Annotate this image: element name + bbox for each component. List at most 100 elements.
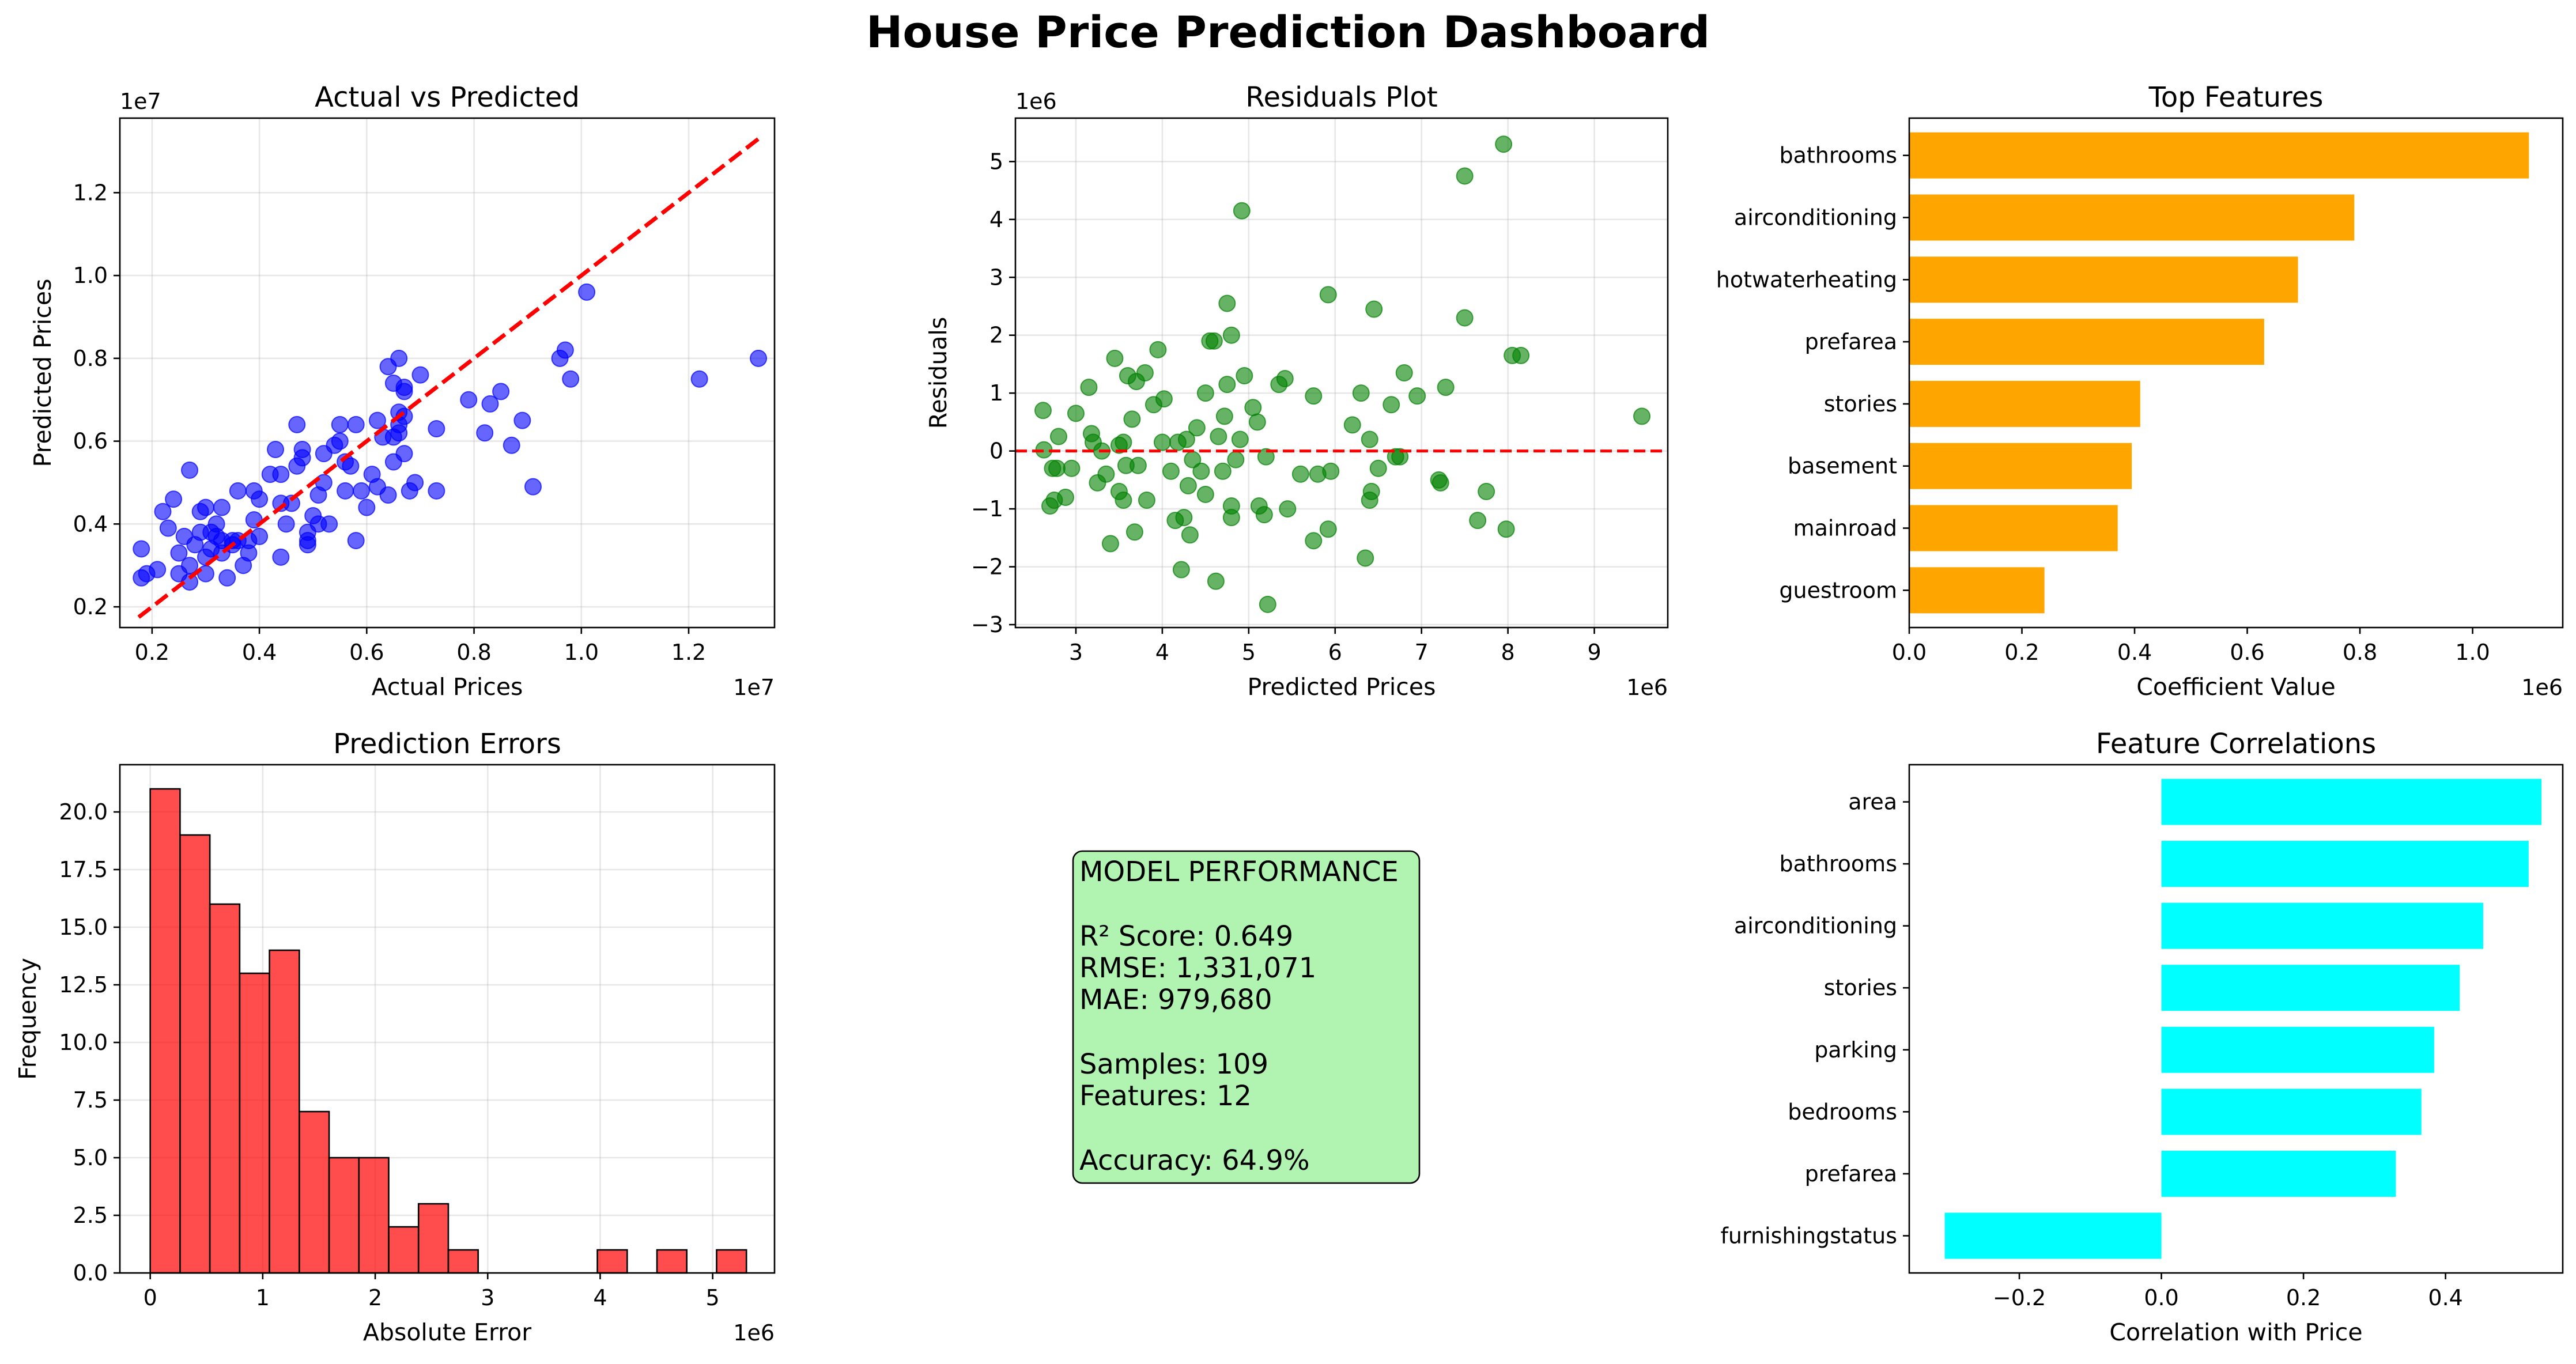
avp-data-point xyxy=(428,482,445,500)
avp-data-point xyxy=(299,532,316,550)
prediction-errors-title: Prediction Errors xyxy=(333,728,561,760)
err-y-tick-label: 10.0 xyxy=(59,1030,108,1055)
top-bar-mainroad xyxy=(1909,505,2118,551)
avp-y-tick-label: 0.2 xyxy=(73,594,108,619)
res-data-point xyxy=(1395,364,1413,381)
res-y-tick-label: 5 xyxy=(989,149,1003,174)
cor-bar-prefarea xyxy=(2161,1150,2396,1197)
prediction-errors-chart: Prediction Errors Absolute Error Frequen… xyxy=(14,728,776,1346)
res-data-point xyxy=(1115,492,1132,509)
res-x-tick-label: 4 xyxy=(1155,640,1169,665)
avp-data-point xyxy=(170,544,188,562)
avp-data-point xyxy=(492,383,510,400)
err-y-tick-label: 12.5 xyxy=(59,972,108,998)
actual-vs-predicted-chart: Actual vs Predicted Actual Prices Predic… xyxy=(29,81,776,701)
res-data-point xyxy=(1305,387,1323,405)
err-y-tick-label: 20.0 xyxy=(59,799,108,825)
res-data-point xyxy=(1097,465,1115,483)
res-data-point xyxy=(1431,474,1449,492)
top-features-title: Top Features xyxy=(2148,81,2324,114)
res-data-point xyxy=(1383,396,1400,414)
res-data-point xyxy=(1361,430,1378,448)
res-x-tick-label: 6 xyxy=(1328,640,1342,665)
res-data-point xyxy=(1218,294,1236,312)
top-category-label: airconditioning xyxy=(1734,205,1897,230)
res-data-point xyxy=(1125,523,1143,541)
top-features-x-multiplier: 1e6 xyxy=(2521,675,2563,700)
top-bar-hotwaterheating xyxy=(1909,256,2298,303)
actual-vs-predicted-xlabel: Actual Prices xyxy=(372,673,523,701)
avp-data-point xyxy=(395,379,413,396)
res-data-point xyxy=(1188,419,1206,437)
top-features-chart: Top Features Coefficient Value 1e6 0.0 0.… xyxy=(1716,81,2564,701)
res-data-point xyxy=(1136,364,1154,381)
err-histogram-bar xyxy=(358,1157,390,1274)
top-category-label: guestroom xyxy=(1779,577,1897,603)
avp-data-point xyxy=(277,515,295,533)
top-category-label: prefarea xyxy=(1805,329,1897,354)
cor-bar-area xyxy=(2161,779,2542,825)
res-data-point xyxy=(1512,346,1530,364)
res-data-point xyxy=(1248,413,1266,431)
avp-data-point xyxy=(347,532,365,550)
res-data-point xyxy=(1067,405,1085,422)
err-y-tick-label: 2.5 xyxy=(73,1203,108,1228)
res-data-point xyxy=(1080,379,1098,396)
top-x-tick-label: 0.2 xyxy=(2004,640,2039,665)
top-x-tick-label: 0.4 xyxy=(2117,640,2152,665)
cor-bar-bedrooms xyxy=(2161,1089,2422,1135)
cor-bar-parking xyxy=(2161,1026,2434,1073)
res-data-point xyxy=(1291,465,1309,483)
res-data-point xyxy=(1179,477,1197,494)
avp-data-point xyxy=(320,515,338,533)
res-data-point xyxy=(1138,492,1155,509)
top-x-tick-label: 0.0 xyxy=(1892,640,1927,665)
res-data-point xyxy=(1456,167,1474,185)
err-y-tick-label: 7.5 xyxy=(73,1087,108,1113)
avp-data-point xyxy=(337,482,354,500)
top-bar-airconditioning xyxy=(1909,194,2355,241)
top-frame xyxy=(1908,117,2564,629)
err-frame xyxy=(119,764,776,1274)
res-data-point xyxy=(1153,433,1171,451)
res-y-tick-label: 3 xyxy=(989,265,1003,290)
avp-data-point xyxy=(331,432,349,450)
metrics-mae: MAE: 979,680 xyxy=(1079,984,1272,1016)
avp-data-point xyxy=(197,498,214,516)
res-data-point xyxy=(1177,430,1195,448)
top-category-label: basement xyxy=(1788,454,1897,479)
res-data-point xyxy=(1255,506,1273,524)
avp-data-point xyxy=(347,415,365,433)
avp-data-point xyxy=(353,482,371,500)
avp-data-point xyxy=(149,561,167,579)
res-data-point xyxy=(1222,509,1240,527)
top-category-label: bathrooms xyxy=(1780,143,1898,168)
res-y-tick-label: 4 xyxy=(989,207,1003,232)
cor-category-label: stories xyxy=(1824,975,1897,1000)
res-data-point xyxy=(1196,384,1214,402)
top-bar-stories xyxy=(1909,380,2140,427)
res-data-point xyxy=(1129,456,1147,474)
top-bar-prefarea xyxy=(1909,319,2264,365)
res-data-point xyxy=(1456,309,1474,327)
avp-data-point xyxy=(481,395,499,413)
cor-bar-bathrooms xyxy=(2161,841,2529,887)
res-data-point xyxy=(1210,428,1227,445)
avp-data-point xyxy=(411,366,429,384)
avp-data-point xyxy=(750,349,768,367)
avp-data-point xyxy=(272,466,290,483)
model-performance-box: MODEL PERFORMANCE R² Score: 0.649 RMSE: … xyxy=(1072,850,1421,1184)
res-x-tick-label: 7 xyxy=(1415,640,1429,665)
avp-data-point xyxy=(390,349,408,367)
cor-bar-furnishingstatus xyxy=(1944,1212,2162,1259)
err-histogram-bar xyxy=(209,903,241,1274)
avp-data-point xyxy=(181,461,199,479)
res-data-point xyxy=(1495,135,1513,153)
residuals-plot-title: Residuals Plot xyxy=(1245,81,1437,114)
res-data-point xyxy=(1369,459,1387,477)
metrics-r2-score: R² Score: 0.649 xyxy=(1079,920,1293,953)
prediction-errors-x-multiplier: 1e6 xyxy=(733,1320,775,1346)
avp-data-point xyxy=(690,370,708,388)
err-histogram-bar xyxy=(269,949,300,1274)
